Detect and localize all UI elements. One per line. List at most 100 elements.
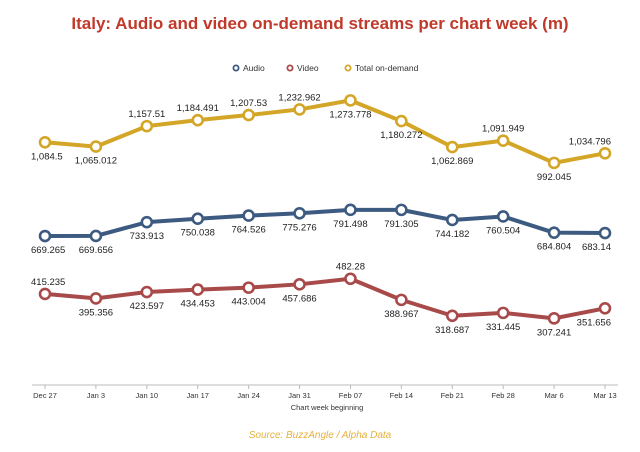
data-point [344, 272, 357, 286]
data-point [445, 140, 459, 154]
data-label: 775.276 [282, 222, 316, 233]
data-label: 443.004 [231, 297, 265, 308]
data-point [293, 103, 306, 116]
x-tick-label: Feb 07 [339, 391, 362, 400]
legend-label: Audio [243, 63, 265, 73]
series-line [43, 276, 607, 321]
legend: Audio Video Total on-demand [232, 63, 419, 73]
data-label: 331.445 [486, 322, 520, 333]
data-point [547, 312, 561, 325]
data-point [293, 206, 306, 220]
data-point [395, 203, 408, 217]
data-point [38, 287, 52, 301]
x-tick-label: Mar 13 [593, 391, 616, 400]
data-point [89, 140, 103, 153]
data-point [496, 134, 510, 147]
data-point [191, 113, 205, 127]
data-label: 1,062.869 [431, 156, 473, 167]
data-label: 791.498 [333, 219, 367, 230]
x-axis: Dec 27 Jan 3 Jan 10 Jan 17 Jan 24 Jan 31 Feb 0… [32, 384, 618, 412]
data-point [89, 292, 103, 305]
data-point [598, 146, 612, 160]
data-label: 423.597 [130, 301, 164, 312]
series-layer [38, 94, 612, 325]
data-label: 1,273.778 [329, 109, 371, 120]
x-tick-label: Dec 27 [33, 391, 57, 400]
data-label: 791.305 [384, 219, 418, 230]
data-label: 760.504 [486, 225, 520, 236]
data-point [547, 156, 561, 170]
data-label: 307.241 [537, 327, 571, 338]
data-label: 434.453 [181, 299, 215, 310]
data-point [242, 281, 255, 294]
data-point [395, 293, 408, 307]
data-point [344, 94, 357, 107]
data-point [344, 203, 357, 217]
data-label: 482.28 [336, 262, 365, 273]
data-point [547, 226, 561, 239]
data-label: 764.526 [231, 225, 265, 236]
data-point [242, 209, 255, 222]
data-point [140, 119, 154, 133]
data-point [293, 278, 306, 291]
data-label: 388.967 [384, 309, 418, 320]
x-tick-label: Mar 6 [545, 391, 564, 400]
series-line [43, 207, 607, 239]
data-label: 1,084.5 [31, 151, 63, 162]
data-label: 733.913 [130, 231, 164, 242]
data-label: 1,157.51 [128, 109, 165, 120]
data-point [89, 229, 103, 243]
data-label: 684.804 [537, 242, 571, 253]
data-label: 1,034.796 [569, 136, 611, 147]
x-tick-label: Jan 3 [87, 391, 105, 400]
chart-title: Italy: Audio and video on-demand streams… [71, 14, 569, 33]
data-point [191, 283, 205, 296]
data-point [140, 215, 154, 229]
data-label: 669.265 [31, 245, 65, 256]
data-label: 1,091.949 [482, 124, 524, 135]
x-tick-label: Feb 14 [390, 391, 413, 400]
data-point [445, 309, 459, 323]
x-tick-label: Jan 24 [237, 391, 260, 400]
legend-marker [286, 64, 294, 72]
data-label: 415.235 [31, 277, 65, 288]
data-label: 1,232.962 [278, 92, 320, 103]
x-tick-label: Jan 31 [288, 391, 311, 400]
data-point [598, 226, 612, 240]
data-label: 1,065.012 [75, 156, 117, 167]
data-label: 669.656 [79, 245, 113, 256]
data-label: 1,180.272 [380, 130, 422, 141]
data-point [191, 212, 205, 226]
series-line [43, 98, 607, 165]
data-point [140, 285, 154, 299]
data-labels: 669.265 669.656 733.913 750.038 764.526 775.2… [31, 92, 611, 338]
x-tick-label: Feb 21 [441, 391, 464, 400]
x-tick-label: Feb 28 [492, 391, 515, 400]
data-label: 683.14 [582, 242, 611, 253]
data-label: 395.356 [79, 307, 113, 318]
data-point [496, 210, 510, 223]
data-point [445, 213, 459, 227]
data-point [395, 114, 408, 128]
data-label: 744.182 [435, 229, 469, 240]
data-label: 351.656 [577, 317, 611, 328]
data-point [38, 229, 52, 243]
x-tick-label: Jan 10 [136, 391, 159, 400]
data-point [496, 306, 510, 320]
data-label: 992.045 [537, 172, 571, 183]
data-point [38, 135, 52, 149]
x-axis-title: Chart week beginning [291, 403, 364, 412]
data-point [242, 108, 255, 122]
data-label: 457.686 [282, 293, 316, 304]
data-label: 318.687 [435, 325, 469, 336]
legend-label: Video [297, 63, 319, 73]
legend-label: Total on-demand [355, 63, 419, 73]
data-label: 1,207.53 [230, 98, 267, 109]
legend-marker [344, 64, 352, 72]
x-tick-label: Jan 17 [186, 391, 209, 400]
data-label: 750.038 [181, 228, 215, 239]
data-label: 1,184.491 [177, 103, 219, 114]
legend-marker [232, 64, 240, 72]
data-point [598, 302, 612, 315]
